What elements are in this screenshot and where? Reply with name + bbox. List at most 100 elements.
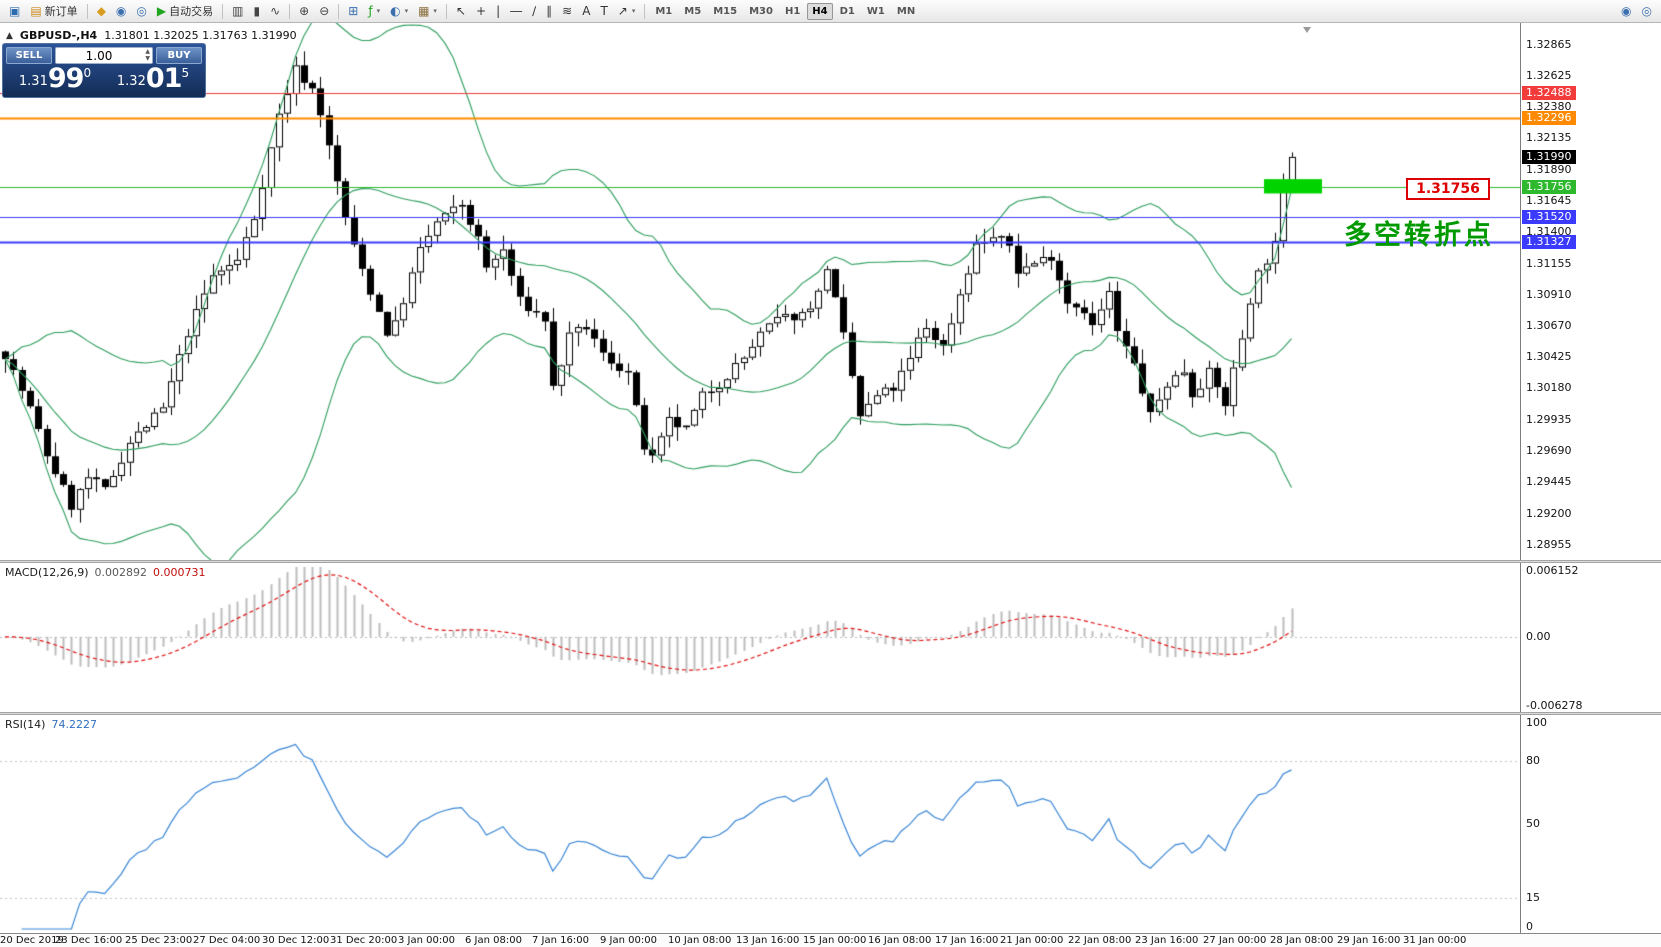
channel-icon[interactable]: ∥	[541, 2, 557, 21]
sell-price-sup: 0	[83, 66, 92, 80]
lot-spin-down-icon[interactable]: ▼	[145, 54, 150, 62]
horizontal-line-icon[interactable]: ―	[505, 2, 527, 21]
sell-price-big: 99	[47, 63, 85, 95]
price-axis-label: 1.29690	[1526, 444, 1572, 457]
toolbar-separator	[445, 3, 447, 19]
timeframe-h1[interactable]: H1	[784, 5, 801, 17]
arrows-button[interactable]: ↗ ▾	[613, 2, 641, 21]
crosshair-icon[interactable]: +	[471, 2, 491, 21]
time-axis-label: 22 Jan 08:00	[1068, 935, 1132, 946]
macd-main-value: 0.002892	[94, 566, 148, 579]
timeframe-m1[interactable]: M1	[655, 5, 673, 17]
buy-button[interactable]: BUY	[156, 47, 202, 64]
price-axis-label: 1.30425	[1526, 350, 1572, 363]
rsi-name: RSI(14)	[5, 718, 46, 731]
timeframe-m15[interactable]: M15	[713, 5, 738, 17]
dropdown-caret-icon: ▾	[376, 7, 381, 15]
buy-price-big: 01	[145, 63, 183, 95]
macd-canvas[interactable]	[0, 563, 1520, 712]
templates-icon: ▦	[418, 4, 430, 18]
price-axis-badge: 1.32488	[1522, 86, 1576, 100]
dropdown-caret-icon: ▾	[404, 7, 409, 15]
bar-chart-icon: ▥	[232, 4, 244, 18]
toolbar-groups: ▣ ▤ 新订单 ◆ ◉ ◎ ▶ 自动交易 ▥ ▮ ∿ ⊕ ⊖ ⊞ ƒ ▾ ◐ ▾ ▦ ▾ ↖ + | ― ∕ ∥ ≋ A T ↗ ▾ M1 M5…	[4, 0, 921, 22]
macd-panel: MACD(12,26,9) 0.002892 0.000731	[0, 563, 1661, 712]
data-window-icon[interactable]: ◉	[111, 2, 131, 21]
channel-icon: ∥	[546, 4, 553, 18]
rsi-label: RSI(14) 74.2227	[5, 718, 97, 731]
line-chart-icon[interactable]: ∿	[265, 2, 285, 21]
time-axis-label: 28 Jan 08:00	[1270, 935, 1334, 946]
sell-price-small: 1.31	[18, 74, 48, 89]
price-axis-badge: 1.32296	[1522, 111, 1576, 125]
navigator-icon[interactable]: ◎	[131, 2, 151, 21]
panel-splitter[interactable]	[0, 712, 1661, 715]
panel-splitter[interactable]	[0, 560, 1661, 563]
candlestick-chart-icon: ▮	[253, 4, 261, 18]
price-axis[interactable]: 1.32865 1.32625 1.32488 1.32380 1.32296 1.321…	[1520, 23, 1661, 933]
rsi-value: 74.2227	[51, 718, 97, 731]
market-watch-icon: ◆	[96, 4, 106, 18]
rsi-axis-label: 80	[1526, 754, 1540, 767]
zoom-in-icon[interactable]: ⊕	[294, 2, 314, 21]
buy-price[interactable]: 1.32 01 5	[104, 66, 202, 94]
arrow-icon: ↗	[617, 4, 628, 18]
sell-price[interactable]: 1.31 99 0	[6, 66, 104, 94]
cursor-icon[interactable]: ↖	[451, 2, 471, 21]
templates-button[interactable]: ▦ ▾	[413, 2, 442, 21]
indicators-button[interactable]: ƒ ▾	[363, 2, 385, 21]
timeframe-mn[interactable]: MN	[896, 5, 916, 17]
app-icon[interactable]: ▣	[4, 2, 25, 21]
tile-windows-icon[interactable]: ⊞	[343, 2, 363, 21]
toolbar-separator	[222, 3, 224, 19]
label-icon[interactable]: T	[595, 2, 612, 21]
time-axis[interactable]: 20 Dec 2019 23 Dec 16:00 25 Dec 23:00 27 De…	[0, 933, 1661, 947]
lot-spin-up-icon[interactable]: ▲	[145, 47, 150, 55]
autotrading-button[interactable]: ▶ 自动交易	[152, 2, 218, 21]
time-axis-label: 31 Jan 00:00	[1403, 935, 1467, 946]
zoom-out-icon[interactable]: ⊖	[314, 2, 334, 21]
vertical-line-icon[interactable]: |	[491, 2, 505, 21]
time-axis-label: 29 Jan 16:00	[1337, 935, 1401, 946]
new-order-button[interactable]: ▤ 新订单	[25, 2, 82, 21]
time-axis-label: 10 Jan 08:00	[668, 935, 732, 946]
lot-size-input[interactable]	[56, 48, 152, 63]
toolbar-right-icons: ◉ ◎	[1616, 2, 1657, 21]
time-axis-label: 27 Dec 04:00	[193, 935, 261, 946]
market-watch-icon[interactable]: ◆	[92, 2, 111, 21]
notifications-icon[interactable]: ◎	[1637, 2, 1657, 21]
chart-annotation-text: 多空转折点	[1344, 220, 1494, 251]
timeframe-m5[interactable]: M5	[684, 5, 702, 17]
rsi-axis-label: 15	[1526, 891, 1540, 904]
price-axis-label: 1.32135	[1526, 131, 1572, 144]
new-order-icon: ▤	[30, 4, 42, 18]
toolbar-separator	[289, 3, 291, 19]
time-axis-label: 7 Jan 16:00	[532, 935, 589, 946]
rsi-canvas[interactable]	[0, 715, 1520, 933]
lot-spinner[interactable]: ▲ ▼	[145, 48, 150, 63]
bar-chart-icon[interactable]: ▥	[227, 2, 248, 21]
price-level-label[interactable]: 1.31756	[1406, 178, 1490, 200]
candlestick-chart-icon[interactable]: ▮	[248, 2, 265, 21]
chat-icon[interactable]: ◉	[1616, 2, 1636, 21]
trendline-icon[interactable]: ∕	[527, 2, 541, 21]
price-axis-label: 1.29200	[1526, 507, 1572, 520]
fibonacci-icon[interactable]: ≋	[557, 2, 577, 21]
timeframe-m30[interactable]: M30	[749, 5, 773, 17]
sell-button[interactable]: SELL	[6, 47, 52, 64]
price-chart-canvas[interactable]	[0, 23, 1520, 560]
price-axis-label: 1.32865	[1526, 38, 1572, 51]
timeframe-h4[interactable]: H4	[807, 2, 833, 20]
oneclick-collapse-icon[interactable]: ▲	[6, 30, 13, 41]
time-axis-label: 13 Jan 16:00	[736, 935, 800, 946]
lot-size-field[interactable]: ▲ ▼	[55, 47, 153, 64]
text-icon[interactable]: A	[577, 2, 595, 21]
timeframe-w1[interactable]: W1	[866, 5, 885, 17]
indicators-icon: ƒ	[368, 4, 373, 18]
periods-icon: ◐	[390, 4, 401, 18]
periods-button[interactable]: ◐ ▾	[385, 2, 413, 21]
text-icon: A	[582, 4, 591, 18]
main-toolbar: ▣ ▤ 新订单 ◆ ◉ ◎ ▶ 自动交易 ▥ ▮ ∿ ⊕ ⊖ ⊞ ƒ ▾ ◐ ▾ ▦ ▾ ↖ + | ― ∕ ∥ ≋ A T ↗ ▾ M1 M5…	[0, 0, 1661, 23]
cursor-icon: ↖	[455, 4, 466, 18]
timeframe-d1[interactable]: D1	[839, 5, 855, 17]
